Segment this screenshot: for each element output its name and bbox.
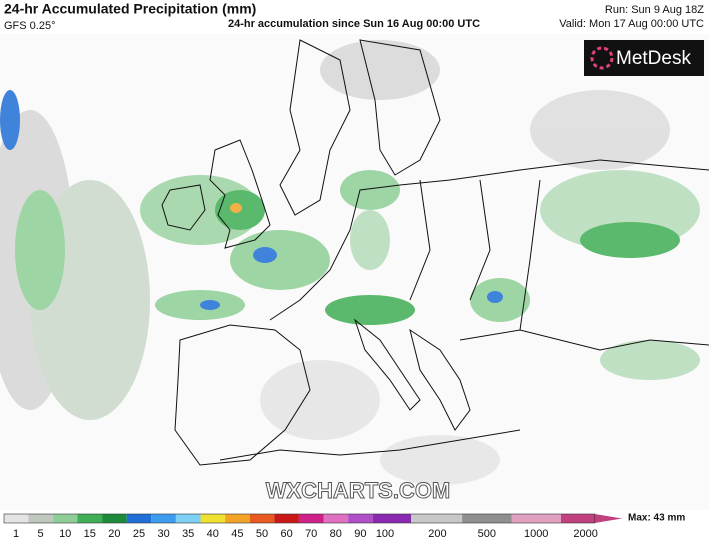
legend-label: 25 <box>133 528 145 540</box>
legend-label: 50 <box>256 528 268 540</box>
legend-label: 1 <box>13 528 19 540</box>
color-swatch <box>4 514 29 523</box>
legend-label: 80 <box>330 528 342 540</box>
legend-label: 90 <box>354 528 366 540</box>
legend-label: 500 <box>478 528 496 540</box>
legend-label: 20 <box>108 528 120 540</box>
legend-label: 5 <box>38 528 44 540</box>
legend-label: 70 <box>305 528 317 540</box>
legend-label: 60 <box>280 528 292 540</box>
color-swatch <box>151 514 176 523</box>
color-swatch <box>372 514 412 523</box>
valid: Valid: Mon 17 Aug 00:00 UTC <box>559 18 704 30</box>
color-swatch <box>175 514 201 523</box>
color-swatch <box>298 514 324 523</box>
color-swatch <box>52 514 78 523</box>
color-swatch <box>126 514 152 523</box>
color-swatch <box>560 514 595 523</box>
legend-arrow <box>594 514 622 523</box>
legend: 1 5 10 15 20 25 30 35 40 45 50 60 70 80 90 100 200 500 100… <box>0 510 709 543</box>
color-swatch <box>28 514 53 523</box>
run: Run: Sun 9 Aug 18Z <box>605 4 704 16</box>
color-swatch <box>200 514 226 523</box>
legend-label: 10 <box>59 528 71 540</box>
color-swatch <box>411 514 463 523</box>
color-swatch <box>274 514 299 523</box>
map <box>0 34 709 510</box>
legend-label: 2000 <box>573 528 597 540</box>
legend-label: 35 <box>182 528 194 540</box>
logo-text: MetDesk <box>616 48 691 69</box>
color-swatch <box>462 514 512 523</box>
title: 24-hr Accumulated Precipitation (mm) <box>4 1 256 17</box>
color-swatch <box>77 514 103 523</box>
color-swatch <box>348 514 373 523</box>
legend-label: 30 <box>157 528 169 540</box>
color-swatch <box>225 514 250 523</box>
color-swatch <box>323 514 349 523</box>
max-label: Max: 43 mm <box>628 513 685 524</box>
color-swatch <box>249 514 275 523</box>
legend-label: 1000 <box>524 528 548 540</box>
legend-label: 100 <box>376 528 394 540</box>
subtitle: 24-hr accumulation since Sun 16 Aug 00:0… <box>228 18 480 30</box>
legend-frame <box>3 513 596 524</box>
color-swatch <box>102 514 127 523</box>
color-swatch <box>511 514 561 523</box>
legend-label: 15 <box>84 528 96 540</box>
legend-label: 40 <box>207 528 219 540</box>
watermark: WXCHARTS.COM <box>266 478 451 503</box>
model: GFS 0.25° <box>4 20 55 32</box>
legend-label: 45 <box>231 528 243 540</box>
logo: MetDesk <box>584 40 704 76</box>
legend-label: 200 <box>428 528 446 540</box>
